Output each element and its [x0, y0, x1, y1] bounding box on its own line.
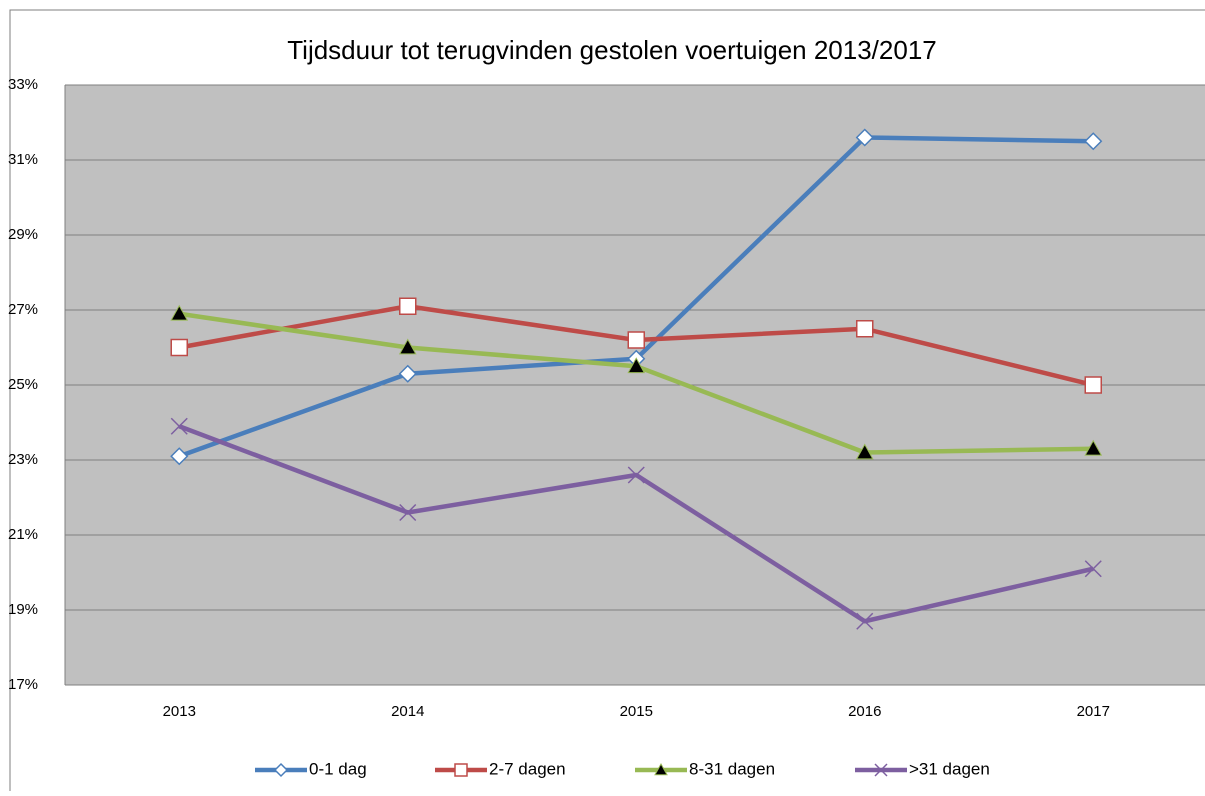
marker	[454, 763, 468, 777]
legend-label: >31 dagen	[909, 759, 990, 778]
marker	[170, 417, 188, 435]
marker	[399, 297, 417, 315]
x-tick-label: 2015	[620, 703, 653, 720]
marker	[398, 364, 417, 383]
legend-label: 0-1 dag	[309, 759, 367, 778]
y-tick-label: 19%	[8, 601, 38, 618]
y-tick-label: 25%	[8, 376, 38, 393]
y-tick-label: 17%	[8, 676, 38, 693]
marker	[1084, 376, 1102, 394]
marker	[1084, 132, 1103, 151]
y-tick-label: 29%	[8, 226, 38, 243]
marker	[874, 763, 888, 777]
chart-title: Tijdsduur tot terugvinden gestolen voert…	[287, 35, 937, 65]
y-tick-label: 33%	[8, 76, 38, 93]
marker	[1084, 439, 1103, 456]
x-tick-label: 2016	[848, 703, 881, 720]
y-tick-label: 31%	[8, 151, 38, 168]
marker	[627, 331, 645, 349]
x-tick-label: 2013	[163, 703, 196, 720]
marker	[170, 447, 189, 466]
marker	[273, 762, 289, 778]
marker	[856, 320, 874, 338]
marker	[856, 612, 874, 630]
y-tick-label: 21%	[8, 526, 38, 543]
marker	[399, 503, 417, 522]
legend-label: 2-7 dagen	[489, 759, 566, 778]
legend-label: 8-31 dagen	[689, 759, 775, 778]
marker	[855, 443, 874, 460]
marker	[627, 466, 645, 484]
marker	[170, 304, 189, 321]
marker	[1084, 560, 1102, 578]
marker	[855, 128, 874, 147]
y-tick-label: 27%	[8, 301, 38, 318]
x-tick-label: 2014	[391, 703, 424, 720]
marker	[398, 338, 417, 355]
marker	[627, 357, 646, 374]
marker	[170, 338, 188, 357]
marker	[654, 762, 668, 776]
x-tick-label: 2017	[1077, 703, 1110, 720]
y-tick-label: 23%	[8, 451, 38, 468]
